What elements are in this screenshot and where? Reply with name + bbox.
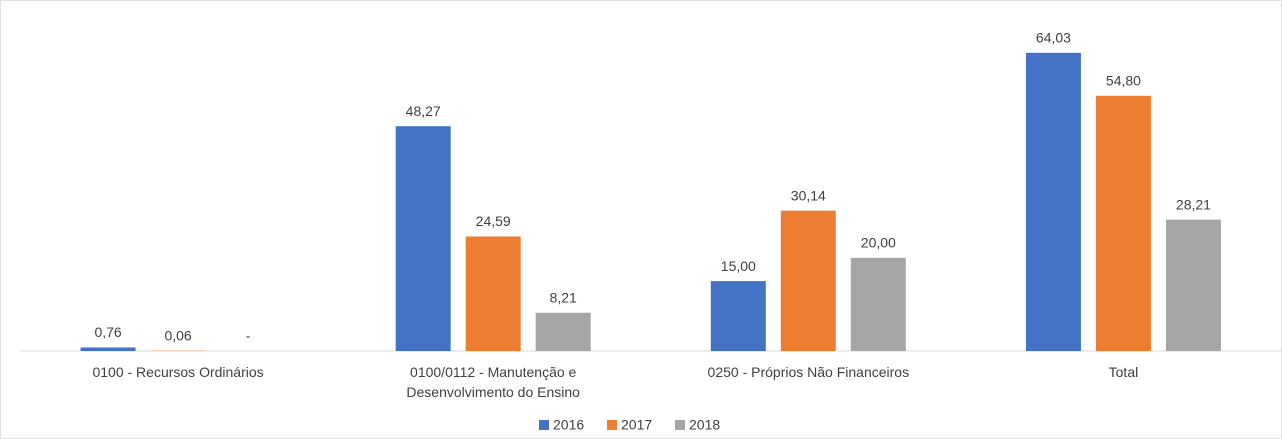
data-label: 24,59	[476, 213, 511, 229]
legend-swatch	[539, 420, 549, 430]
legend-label: 2018	[689, 417, 720, 433]
data-label: 8,21	[550, 289, 577, 305]
data-label: 20,00	[861, 235, 896, 251]
bar	[395, 126, 451, 352]
x-tick-label: 0250 - Próprios Não Financeiros	[707, 364, 910, 380]
bar	[1095, 95, 1151, 351]
legend-label: 2017	[621, 417, 652, 433]
bar	[535, 312, 591, 351]
data-label: 64,03	[1036, 30, 1071, 46]
data-label: 30,14	[791, 187, 826, 203]
legend-label: 2016	[553, 417, 584, 433]
data-label: 0,06	[164, 327, 191, 343]
bar	[80, 347, 136, 351]
bar	[465, 236, 521, 351]
data-label: 15,00	[721, 258, 756, 274]
legend-swatch	[675, 420, 685, 430]
bar	[780, 210, 836, 351]
bar	[1025, 52, 1081, 352]
bar	[1165, 219, 1221, 351]
data-label: 48,27	[406, 103, 441, 119]
data-label: -	[246, 328, 251, 344]
data-label: 28,21	[1176, 196, 1211, 212]
data-label: 54,80	[1106, 72, 1141, 88]
data-label: 0,76	[94, 324, 121, 340]
bar	[710, 281, 766, 351]
bar	[850, 257, 906, 351]
x-tick-label: 0100/0112 - Manutenção e Desenvolvimento…	[406, 364, 580, 400]
x-tick-label: 0100 - Recursos Ordinários	[92, 364, 264, 380]
legend-swatch	[607, 420, 617, 430]
x-tick-label: Total	[1108, 364, 1139, 380]
